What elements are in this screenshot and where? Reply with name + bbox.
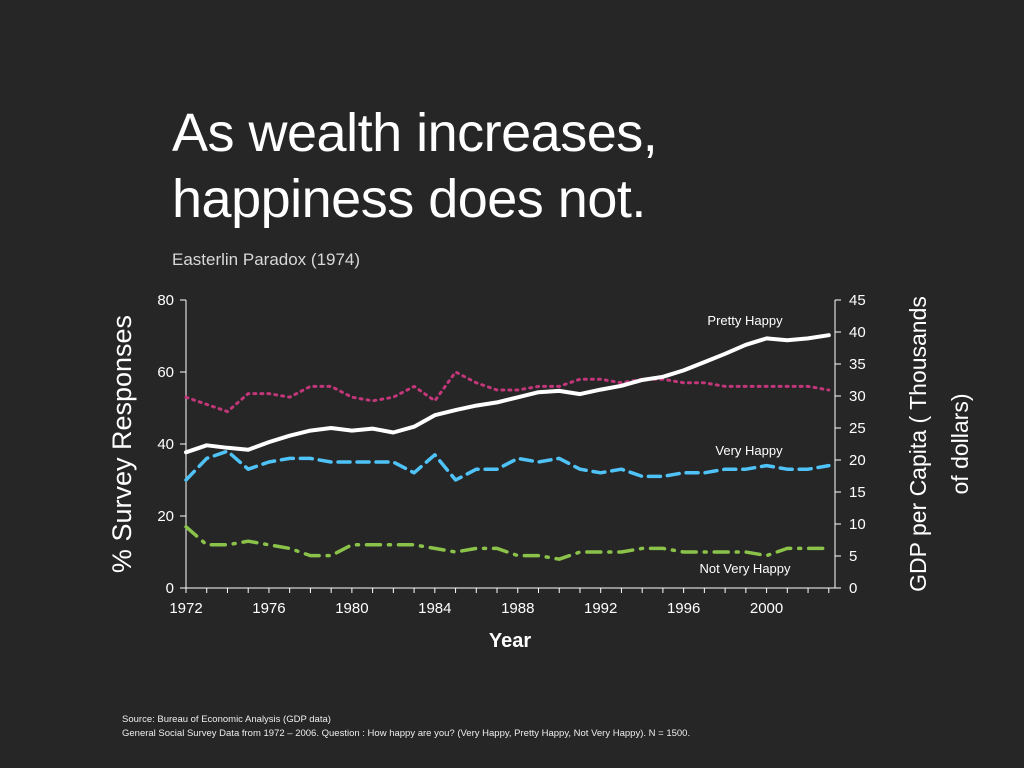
x-tick-label: 2000: [750, 600, 783, 617]
y-left-tick-label: 80: [157, 292, 174, 309]
y-left-tick-label: 40: [157, 436, 174, 453]
y-right-tick-label: 10: [849, 516, 866, 533]
x-tick-label: 1980: [335, 600, 368, 617]
x-tick-label: 1976: [252, 600, 285, 617]
y-right-tick-label: 40: [849, 324, 866, 341]
y-right-tick-label: 0: [849, 580, 857, 597]
series-very-happy: [184, 449, 831, 482]
title-line-1: As wealth increases,: [172, 103, 658, 163]
y-right-tick-label: 25: [849, 420, 866, 437]
footer-line-1: Source: Bureau of Economic Analysis (GDP…: [122, 714, 331, 725]
x-tick-label: 1992: [584, 600, 617, 617]
y-right-tick-label: 35: [849, 356, 866, 373]
y-left-tick-label: 20: [157, 508, 174, 525]
y-axis-right-label-line-2: of dollars): [947, 394, 973, 495]
y-right-tick-label: 45: [849, 292, 866, 309]
x-tick-label: 1984: [418, 600, 451, 617]
x-tick-label: 1996: [667, 600, 700, 617]
page-title: As wealth increases, happiness does not.: [172, 100, 872, 232]
x-tick-label: 1972: [169, 600, 202, 617]
x-axis-label: Year: [489, 630, 531, 652]
y-left-tick-label: 0: [166, 580, 174, 597]
y-axis-left-label: % Survey Responses: [107, 315, 137, 573]
series-pretty-happy: [184, 370, 831, 414]
y-right-tick-label: 15: [849, 484, 866, 501]
y-right-tick-label: 20: [849, 452, 866, 469]
title-line-2: happiness does not.: [172, 169, 646, 229]
series-labels: Pretty Happy Very Happy Not Very Happy: [699, 313, 791, 576]
source-footer: Source: Bureau of Economic Analysis (GDP…: [122, 713, 690, 741]
series-gdp-per-capita: [184, 333, 831, 455]
y-right-tick-label: 5: [849, 548, 857, 565]
y-left-tick-label: 60: [157, 364, 174, 381]
chart: 0 20 40 60 80 0 5 10 15 20 25 30 35 40 45 1972 1976 1980 1…: [107, 292, 973, 652]
subtitle: Easterlin Paradox (1974): [172, 250, 361, 269]
footer-line-2: General Social Survey Data from 1972 – 2…: [122, 728, 691, 739]
y-right-tick-label: 30: [849, 388, 866, 405]
label-not-very-happy: Not Very Happy: [699, 561, 791, 576]
axes: 0 20 40 60 80 0 5 10 15 20 25 30 35 40 45 1972 1976 1980 1…: [157, 292, 865, 617]
series-lines: [184, 333, 831, 561]
label-very-happy: Very Happy: [715, 443, 783, 458]
series-not-very-happy: [184, 525, 831, 561]
y-axis-right-label-line-1: GDP per Capita ( Thousands: [905, 296, 931, 592]
label-pretty-happy: Pretty Happy: [707, 313, 783, 328]
x-tick-label: 1988: [501, 600, 534, 617]
